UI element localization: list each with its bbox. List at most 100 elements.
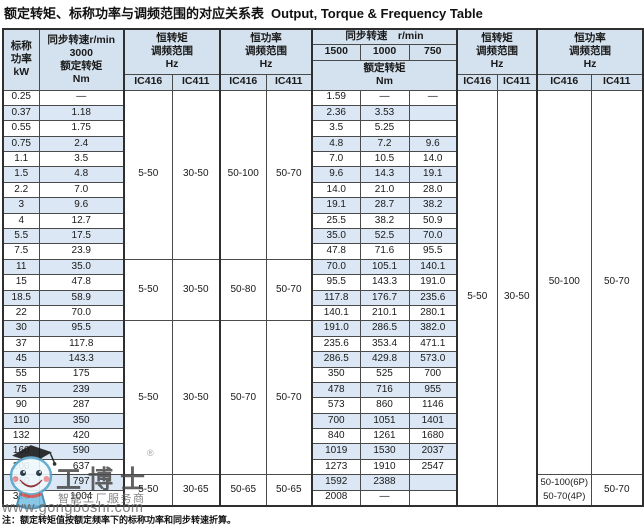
torque-1500-cell: 2008 — [311, 489, 361, 507]
torque-3000-cell: 1.18 — [38, 104, 125, 122]
col-header-speed-1500: 1500 — [311, 43, 361, 61]
torque-1000-cell: 105.1 — [359, 258, 410, 276]
power-cell: 90 — [2, 397, 40, 414]
torque-1000-cell: 429.8 — [359, 351, 410, 368]
footnote: 注：额定转矩值按额定频率下的标称功率和同步转速折算。 — [2, 515, 237, 525]
torque-1000-cell: 1910 — [359, 458, 410, 476]
table-row: 75 239 478 716 955 — [2, 381, 643, 399]
torque-1500-cell: 9.6 — [311, 166, 361, 183]
power-cell: 18.5 — [2, 289, 40, 306]
table-row: 55 175 350 525 700 — [2, 366, 643, 383]
torque-3000-cell: 7.0 — [38, 181, 125, 199]
freq-range-cell: 5-50 — [123, 89, 173, 260]
power-cell: 30 — [2, 320, 40, 337]
torque-1500-cell: 4.8 — [311, 135, 361, 153]
torque-1000-cell: 1051 — [359, 412, 410, 430]
torque-1500-cell: 3.5 — [311, 120, 361, 137]
torque-750-cell: 471.1 — [408, 335, 458, 353]
torque-750-cell: 280.1 — [408, 304, 458, 322]
table-row: 18.5 58.9 117.8 176.7 235.6 — [2, 289, 643, 306]
col-header-ic416: IC416 — [123, 73, 173, 91]
power-cell: 22 — [2, 304, 40, 322]
torque-3000-cell: 70.0 — [38, 304, 125, 322]
torque-3000-cell: 239 — [38, 381, 125, 399]
table-row: 1.1 3.5 7.0 10.5 14.0 — [2, 151, 643, 168]
col-header-power: 标称 功率 kW — [2, 28, 40, 91]
torque-3000-cell: 3.5 — [38, 151, 125, 168]
power-cell: 315 — [2, 489, 40, 507]
power-cell: 7.5 — [2, 243, 40, 260]
torque-1500-cell: 47.8 — [311, 243, 361, 260]
table-row: 45 143.3 286.5 429.8 573.0 — [2, 351, 643, 368]
torque-1000-cell: 5.25 — [359, 120, 410, 137]
power-cell: 55 — [2, 366, 40, 383]
torque-3000-cell: 23.9 — [38, 243, 125, 260]
torque-3000-cell: 17.5 — [38, 228, 125, 245]
power-cell: 0.55 — [2, 120, 40, 137]
torque-750-cell: 28.0 — [408, 181, 458, 199]
table-row: 22 70.0 140.1 210.1 280.1 — [2, 304, 643, 322]
torque-3000-cell: 175 — [38, 366, 125, 383]
power-cell: 2.2 — [2, 181, 40, 199]
torque-1000-cell: 860 — [359, 397, 410, 414]
torque-1000-cell: 1261 — [359, 428, 410, 445]
torque-750-cell: 700 — [408, 366, 458, 383]
torque-1500-cell: 14.0 — [311, 181, 361, 199]
torque-3000-cell: 58.9 — [38, 289, 125, 306]
table-row: 15 47.8 95.5 143.3 191.0 — [2, 274, 643, 291]
freq-range-cell: 50-70 — [265, 258, 313, 322]
power-cell: 45 — [2, 351, 40, 368]
freq-range-cell: 30-50 — [171, 89, 221, 260]
torque-1000-cell: — — [359, 89, 410, 106]
torque-3000-cell: 1004 — [38, 489, 125, 507]
torque-1000-cell: 525 — [359, 366, 410, 383]
torque-1000-cell: 210.1 — [359, 304, 410, 322]
torque-750-cell — [408, 474, 458, 491]
freq-range-cell: 50-70 — [590, 474, 644, 507]
power-cell: 1.5 — [2, 166, 40, 183]
table-row: 160 590 1019 1530 2037 — [2, 443, 643, 460]
table-row: 132 420 840 1261 1680 — [2, 428, 643, 445]
torque-1500-cell: 286.5 — [311, 351, 361, 368]
torque-750-cell: 1146 — [408, 397, 458, 414]
power-cell: 250 — [2, 474, 40, 491]
power-cell: 0.25 — [2, 89, 40, 106]
torque-750-cell: 1680 — [408, 428, 458, 445]
freq-range-cell: 5-50 — [123, 474, 173, 507]
torque-1500-cell: 191.0 — [311, 320, 361, 337]
col-header-const-power-right: 恒功率 调频范围 Hz — [536, 28, 644, 75]
col-header-ic411: IC411 — [265, 73, 313, 91]
table-row: 11 35.0 5-50 30-50 50-80 50-70 70.0 105.1 140.1 — [2, 258, 643, 322]
table-row: 0.25—5-50 30-50 50-100 50-70 1.59— —5-50 30-50… — [2, 89, 644, 507]
torque-3000-cell: 1.75 — [38, 120, 125, 137]
torque-1500-cell: 700 — [311, 412, 361, 430]
torque-750-cell: 50.9 — [408, 212, 458, 230]
torque-frequency-table: 标称 功率 kW 同步转速r/min 3000 额定转矩 Nm 恒转矩 调频范围… — [2, 28, 644, 507]
torque-750-cell: 14.0 — [408, 151, 458, 168]
torque-3000-cell: 590 — [38, 443, 125, 460]
power-cell: 160 — [2, 443, 40, 460]
torque-1000-cell: 286.5 — [359, 320, 410, 337]
table-row: 30 95.5 5-50 30-50 50-70 50-70 191.0 286.5 382.0 — [2, 320, 643, 476]
header-row-4: IC416 IC411 IC416 IC411 IC416 IC411 IC41… — [3, 73, 644, 91]
table-row: 110 350 700 1051 1401 — [2, 412, 643, 430]
torque-1500-cell: 95.5 — [311, 274, 361, 291]
power-cell: 1.1 — [2, 151, 40, 168]
torque-1000-cell: 143.3 — [359, 274, 410, 291]
torque-750-cell — [408, 104, 458, 122]
table-row: 5.5 17.5 35.0 52.5 70.0 — [2, 228, 643, 245]
col-header-ic416: IC416 — [456, 73, 498, 91]
table-row: 0.55 1.75 3.5 5.25 — [2, 120, 643, 137]
col-header-ic411: IC411 — [171, 73, 221, 91]
torque-750-cell — [408, 120, 458, 137]
torque-750-cell — [408, 489, 458, 507]
freq-range-cell: 50-80 — [219, 258, 267, 322]
torque-750-cell: 235.6 — [408, 289, 458, 306]
power-cell: 132 — [2, 428, 40, 445]
freq-range-cell: 5-50 — [123, 258, 173, 322]
torque-1500-cell: 478 — [311, 381, 361, 399]
freq-range-cell: 50-70 — [590, 89, 644, 476]
col-header-const-torque-right: 恒转矩 调频范围 Hz — [456, 28, 538, 75]
torque-1000-cell: 21.0 — [359, 181, 410, 199]
freq-range-cell: 50-100 — [219, 89, 267, 260]
